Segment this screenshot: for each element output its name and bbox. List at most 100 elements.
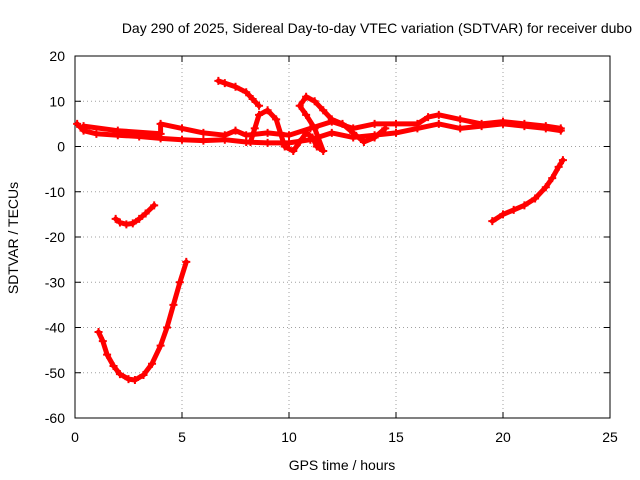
data-point xyxy=(392,128,400,137)
data-point xyxy=(531,194,540,203)
x-tick-label: 5 xyxy=(178,429,186,445)
data-point xyxy=(541,183,550,192)
data-point xyxy=(130,375,139,384)
data-point xyxy=(79,122,88,131)
x-tick-label: 25 xyxy=(602,429,618,445)
data-point xyxy=(434,110,443,119)
data-point xyxy=(199,128,208,137)
data-point xyxy=(285,131,293,140)
data-point xyxy=(392,119,400,128)
data-point xyxy=(312,142,321,151)
data-point xyxy=(115,218,124,227)
data-point xyxy=(214,76,223,85)
data-point xyxy=(113,126,122,135)
data-point xyxy=(156,341,165,350)
data-point xyxy=(370,119,379,128)
data-point xyxy=(182,257,191,266)
data-point xyxy=(488,217,497,226)
data-point xyxy=(242,131,251,140)
data-point xyxy=(150,201,159,210)
data-point xyxy=(263,138,272,147)
series-line xyxy=(96,259,189,383)
y-tick-label: -30 xyxy=(45,274,65,290)
data-point xyxy=(156,119,165,128)
data-point xyxy=(255,110,264,119)
data-point xyxy=(499,210,507,219)
data-point xyxy=(302,110,311,119)
data-point xyxy=(248,94,257,103)
data-point xyxy=(434,119,443,128)
data-point xyxy=(456,115,465,124)
data-series xyxy=(73,76,567,384)
data-point xyxy=(370,133,379,142)
data-point xyxy=(520,201,529,210)
data-point xyxy=(156,129,165,138)
grid xyxy=(75,56,610,418)
data-point xyxy=(220,131,229,140)
data-point xyxy=(175,278,184,287)
data-point xyxy=(220,79,229,88)
y-tick-label: -10 xyxy=(45,184,65,200)
data-point xyxy=(302,92,311,101)
data-point xyxy=(139,371,148,380)
data-point xyxy=(109,361,118,370)
y-tick-label: -20 xyxy=(45,229,65,245)
data-point xyxy=(424,113,433,122)
data-point xyxy=(310,124,319,133)
data-point xyxy=(308,133,317,142)
data-point xyxy=(319,106,328,115)
series-arc-right xyxy=(488,156,567,226)
data-point xyxy=(499,117,507,126)
data-point xyxy=(276,128,285,137)
data-point xyxy=(327,128,336,137)
series-loops xyxy=(246,92,390,156)
data-point xyxy=(381,124,390,133)
data-point xyxy=(285,138,293,147)
y-tick-label: 0 xyxy=(57,139,65,155)
data-point xyxy=(115,370,124,379)
data-point xyxy=(295,137,304,146)
series-line xyxy=(81,112,564,138)
data-point xyxy=(509,205,518,214)
data-point xyxy=(456,124,465,133)
data-point xyxy=(263,106,272,115)
data-point xyxy=(310,97,319,106)
data-point xyxy=(98,337,107,346)
data-point xyxy=(163,323,172,332)
data-point xyxy=(242,88,251,97)
data-point xyxy=(556,124,565,133)
data-point xyxy=(359,137,368,146)
data-point xyxy=(128,219,137,228)
x-axis-label: GPS time / hours xyxy=(289,457,396,473)
data-point xyxy=(250,124,259,133)
data-point xyxy=(548,174,557,183)
data-point xyxy=(231,126,240,135)
data-point xyxy=(338,119,347,128)
x-tick-label: 10 xyxy=(281,429,297,445)
plot-frame xyxy=(74,55,611,419)
x-tick-label: 0 xyxy=(71,429,79,445)
data-point xyxy=(178,135,186,144)
data-point xyxy=(554,162,563,171)
data-point xyxy=(327,115,336,124)
series-arc-top xyxy=(214,76,264,110)
chart-title: Day 290 of 2025, Sidereal Day-to-day VTE… xyxy=(122,20,632,36)
data-point xyxy=(199,136,208,145)
data-point xyxy=(302,128,311,137)
y-tick-label: 20 xyxy=(49,48,65,64)
data-point xyxy=(246,137,255,146)
data-point xyxy=(541,122,550,131)
x-tick-label: 15 xyxy=(388,429,404,445)
data-point xyxy=(148,359,157,368)
series-line xyxy=(113,202,157,227)
axis-ticks: 0 5 10 15 20 25 -60 -50 -40 -30 -20 -10 0 10 20 xyxy=(45,48,618,445)
data-point xyxy=(272,115,281,124)
data-point xyxy=(169,300,178,309)
y-tick-label: 10 xyxy=(49,93,65,109)
data-point xyxy=(103,350,112,359)
data-point xyxy=(178,124,186,133)
data-point xyxy=(94,328,103,337)
data-point xyxy=(73,119,82,128)
y-tick-label: -60 xyxy=(45,410,65,426)
